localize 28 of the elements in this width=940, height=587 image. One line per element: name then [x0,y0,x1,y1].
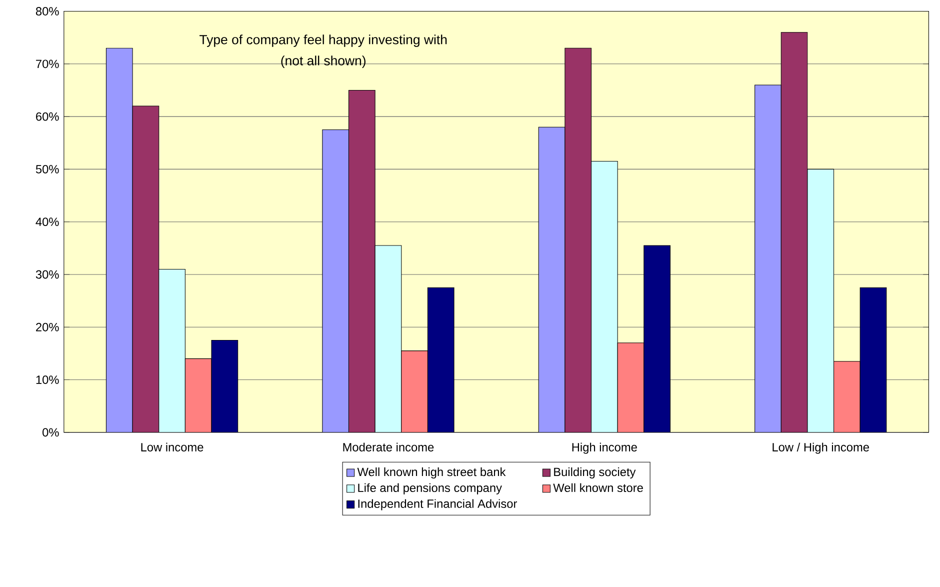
legend-label: Life and pensions company [358,484,502,495]
bar [538,127,566,433]
x-tick-label: Low / High income [772,442,869,454]
bar [860,288,887,433]
legend-label: Independent Financial Advisor [358,499,518,510]
bar [644,245,670,433]
x-tick-label: Low income [141,442,204,452]
bar [322,130,350,433]
legend-label: Well known high street bank [357,468,506,479]
legend-label: Building society [554,468,636,479]
y-tick-label: 10% [36,376,59,384]
text: (not all shown) [281,56,366,68]
bar [754,84,782,433]
bar [106,48,133,433]
y-tick-label: 40% [36,218,59,226]
y-tick-label: 50% [36,165,59,174]
legend-label: Well known store [553,484,643,492]
y-tick-label: 60% [36,112,59,121]
y-tick-label: 80% [36,7,59,16]
x-tick-label: High income [572,442,637,454]
x-tick-label: Moderate income [343,442,434,452]
bar [211,340,238,433]
y-tick-label: 30% [36,270,59,279]
y-tick-label: 70% [36,60,59,68]
y-tick-label: 20% [36,323,59,332]
bar [427,288,454,433]
y-tick-label: 0% [42,428,59,437]
text: Type of company feel happy investing with [200,34,447,48]
